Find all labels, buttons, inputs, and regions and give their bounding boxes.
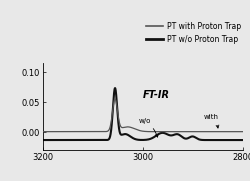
Text: w/o: w/o xyxy=(139,118,158,137)
Text: with: with xyxy=(204,114,219,128)
Legend: PT with Proton Trap, PT w/o Proton Trap: PT with Proton Trap, PT w/o Proton Trap xyxy=(146,22,241,44)
Text: FT-IR: FT-IR xyxy=(142,90,170,100)
